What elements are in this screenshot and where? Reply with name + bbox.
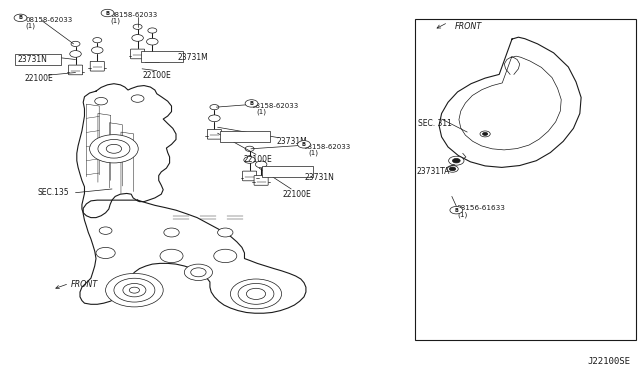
- Text: J22100SE: J22100SE: [588, 357, 630, 366]
- Text: B: B: [454, 208, 458, 213]
- FancyBboxPatch shape: [145, 53, 159, 62]
- Circle shape: [101, 9, 114, 17]
- FancyBboxPatch shape: [254, 176, 268, 185]
- Circle shape: [95, 97, 108, 105]
- Circle shape: [160, 249, 183, 263]
- Circle shape: [246, 288, 266, 299]
- Text: (1): (1): [256, 109, 266, 115]
- Circle shape: [133, 24, 142, 29]
- Text: 22100E: 22100E: [142, 71, 171, 80]
- Circle shape: [452, 158, 460, 163]
- Text: (1): (1): [308, 149, 319, 155]
- FancyBboxPatch shape: [207, 129, 221, 139]
- Circle shape: [123, 283, 146, 297]
- Text: B: B: [19, 15, 22, 20]
- FancyBboxPatch shape: [15, 54, 61, 65]
- Circle shape: [447, 166, 458, 172]
- Circle shape: [90, 135, 138, 163]
- Text: 08158-62033: 08158-62033: [110, 12, 157, 18]
- FancyBboxPatch shape: [262, 166, 313, 177]
- Circle shape: [148, 39, 156, 43]
- Text: 08158-62033: 08158-62033: [304, 144, 351, 150]
- Circle shape: [72, 52, 79, 57]
- Circle shape: [134, 35, 141, 39]
- Circle shape: [106, 144, 122, 153]
- Text: FRONT: FRONT: [70, 280, 98, 289]
- Circle shape: [184, 264, 212, 280]
- Text: 22100E: 22100E: [243, 155, 272, 164]
- Text: (1): (1): [26, 22, 36, 29]
- Circle shape: [245, 146, 254, 151]
- Circle shape: [483, 132, 488, 135]
- Circle shape: [238, 283, 274, 304]
- Circle shape: [106, 273, 163, 307]
- Circle shape: [14, 14, 27, 22]
- Circle shape: [211, 115, 218, 120]
- FancyBboxPatch shape: [243, 171, 257, 181]
- Text: 23731N: 23731N: [305, 173, 335, 182]
- Text: 08158-62033: 08158-62033: [252, 103, 299, 109]
- Circle shape: [93, 38, 102, 43]
- FancyBboxPatch shape: [90, 61, 104, 71]
- Text: 08156-61633
(1): 08156-61633 (1): [457, 205, 506, 218]
- Text: B: B: [302, 142, 306, 147]
- Circle shape: [298, 141, 310, 148]
- Circle shape: [131, 95, 144, 102]
- Text: SEC. 311: SEC. 311: [418, 119, 452, 128]
- Circle shape: [71, 41, 80, 46]
- Circle shape: [246, 157, 253, 161]
- Circle shape: [218, 228, 233, 237]
- Circle shape: [99, 227, 112, 234]
- Text: 23731TA: 23731TA: [417, 167, 450, 176]
- Text: SEC.135: SEC.135: [37, 188, 68, 197]
- Circle shape: [449, 167, 456, 171]
- Circle shape: [92, 47, 103, 54]
- Circle shape: [98, 140, 130, 158]
- Circle shape: [148, 28, 157, 33]
- Text: B: B: [250, 101, 253, 106]
- FancyBboxPatch shape: [220, 131, 270, 142]
- Circle shape: [244, 157, 255, 163]
- Text: FRONT: FRONT: [454, 22, 482, 31]
- Text: 08158-62033: 08158-62033: [26, 17, 73, 23]
- Circle shape: [255, 161, 267, 168]
- Text: B: B: [106, 10, 109, 16]
- Bar: [415, 19, 636, 340]
- Circle shape: [129, 287, 140, 293]
- Text: 23731N: 23731N: [18, 55, 48, 64]
- FancyBboxPatch shape: [68, 65, 83, 75]
- Text: (1): (1): [110, 17, 120, 24]
- Circle shape: [96, 247, 115, 259]
- Text: 22100E: 22100E: [283, 190, 312, 199]
- Text: 22100E: 22100E: [24, 74, 53, 83]
- Circle shape: [147, 38, 158, 45]
- Circle shape: [70, 51, 81, 57]
- Circle shape: [93, 48, 101, 53]
- Circle shape: [480, 131, 490, 137]
- Circle shape: [214, 249, 237, 263]
- Circle shape: [210, 105, 219, 110]
- Circle shape: [230, 279, 282, 309]
- FancyBboxPatch shape: [131, 49, 145, 59]
- Text: 23731M: 23731M: [276, 137, 307, 146]
- Text: 23731M: 23731M: [178, 53, 209, 62]
- Circle shape: [132, 35, 143, 41]
- Circle shape: [209, 115, 220, 122]
- FancyBboxPatch shape: [141, 51, 183, 62]
- Circle shape: [164, 228, 179, 237]
- Circle shape: [191, 268, 206, 277]
- Circle shape: [450, 206, 463, 214]
- Circle shape: [449, 156, 464, 165]
- Circle shape: [114, 278, 155, 302]
- Circle shape: [245, 100, 258, 107]
